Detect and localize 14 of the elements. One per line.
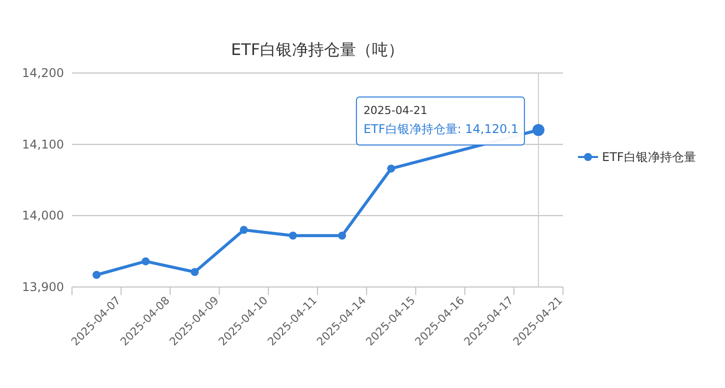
point [92,270,101,279]
legend-label: ETF白银净持仓量 [602,150,696,164]
point [190,268,199,276]
y-tick-label: 14,200 [22,66,64,80]
point [288,232,297,240]
point [387,164,396,173]
point [142,257,150,266]
point [338,232,346,240]
point [240,226,248,234]
y-tick-label: 13,900 [22,280,64,294]
y-tick-label: 14,000 [22,208,64,223]
annotation: 2025-04-21 ETF白银净持仓量: 14,120.1 [363,104,519,136]
y-tick-label: 14,100 [22,137,64,152]
chart-title: ETF白银净持仓量（吨） [230,40,404,59]
